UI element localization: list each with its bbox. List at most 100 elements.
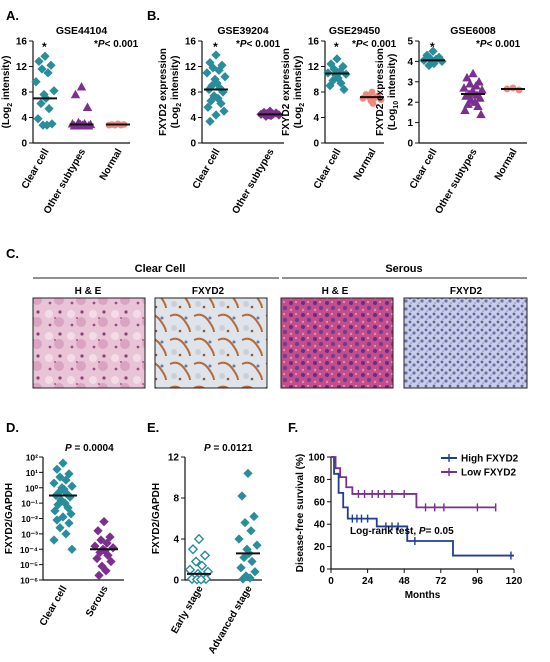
y-axis-label: FXYD2 expression(Log2 intensity) [158,48,183,136]
y-tick-label: 0 [319,565,325,576]
panel-label-d: D. [6,420,19,435]
data-point [82,102,93,111]
y-tick-label: 60 [314,497,326,508]
data-point [46,60,56,70]
y-tick-label: 16 [16,37,28,48]
data-point [250,567,260,577]
data-point [234,534,244,544]
data-point [67,481,77,491]
data-point [462,72,472,82]
panel-label-b: B. [147,8,160,23]
y-tick-label: 20 [314,542,326,553]
y-tick-label: 10⁻⁵ [20,560,38,570]
y-tick-label: 4 [407,57,413,68]
p-value: *P< 0.001 [236,39,281,50]
y-tick-label: 3 [407,77,413,88]
x-tick-label: 0 [328,576,334,587]
data-point [102,538,112,548]
data-point [96,535,106,545]
group-label-serous: Serous [385,263,422,275]
y-tick-label: 80 [314,475,326,486]
x-category-label: Normal [98,147,125,183]
data-point [219,106,229,116]
data-point [428,46,438,56]
x-category-label: Early stage [169,584,205,636]
p-value: *P< 0.001 [352,39,397,50]
y-axis-label-line2: (Log2 intensity) [170,56,183,129]
data-point [460,105,470,115]
y-tick-label: 10⁻⁴ [20,545,38,555]
data-point [214,65,224,75]
significance-star: * [334,40,339,54]
data-point [249,511,259,522]
data-point [245,573,255,583]
data-point [55,523,65,533]
x-category-label: Other subtypes [433,147,479,216]
data-point [34,56,44,67]
data-point [459,83,469,92]
y-axis-label: FXYD2/GAPDH [4,483,15,554]
data-point [471,81,481,90]
data-point [190,556,202,567]
y-tick-label: 2 [407,98,413,109]
data-point [92,553,102,564]
data-point [52,515,62,525]
data-point [49,535,59,545]
data-point [90,541,100,551]
y-axis-label-line1: FXYD2 expression [281,48,292,136]
y-tick-label: 5 [407,37,413,48]
data-point [93,526,103,536]
y-axis-label: FXYD2 expression(Log2 intensity) [281,48,306,136]
x-category-label: Clear cell [38,584,70,628]
y-axis-label-line2: (Log10 intensity) [387,54,400,131]
y-tick-label: 12 [16,62,28,73]
data-point [106,556,116,567]
data-point [99,516,109,527]
data-point [105,532,115,542]
micrograph-fxyd2-serous [403,297,528,389]
data-point [237,491,247,501]
data-point [325,81,335,91]
data-point [193,533,205,545]
y-tick-label: 0 [21,139,27,150]
chart-title: GSE44104 [56,25,108,37]
data-point [199,550,211,561]
data-point [187,544,199,555]
data-point [63,503,73,513]
data-point [36,98,46,109]
panel-label-c: C. [6,246,19,261]
panel-c-headers: Clear Cell Serous H & E FXYD2 H & E FXYD… [33,263,527,297]
data-point [332,54,342,64]
data-point [101,566,111,576]
y-tick-label: 0 [407,139,413,150]
legend-entry: High FXYD2 [461,454,519,465]
data-point [50,506,60,516]
y-tick-label: 10¹ [26,468,38,478]
y-axis-label: FXYD2/GAPDH [151,483,162,554]
x-category-label: Clear cell [20,147,52,191]
data-point [238,574,248,584]
data-point [208,63,218,73]
y-tick-label: 8 [21,88,27,99]
data-point [108,543,118,553]
chart-title: GSE39204 [217,25,269,37]
data-point [368,88,376,96]
data-point [515,86,523,94]
data-point [103,550,113,561]
panel-label-a: A. [6,8,19,23]
y-axis-label-line2: (Log2 intensity) [1,56,14,129]
y-tick-label: 10² [26,453,38,463]
y-tick-label: 12 [308,62,320,73]
y-tick-label: 1 [407,118,413,129]
data-point [184,564,196,575]
p-value: *P< 0.001 [476,39,521,50]
data-point [58,458,68,468]
data-point [52,464,62,474]
p-value: P = 0.0004 [65,443,114,454]
x-tick-label: 72 [435,576,447,587]
y-tick-label: 4 [190,113,196,124]
y-tick-label: 16 [185,37,197,48]
